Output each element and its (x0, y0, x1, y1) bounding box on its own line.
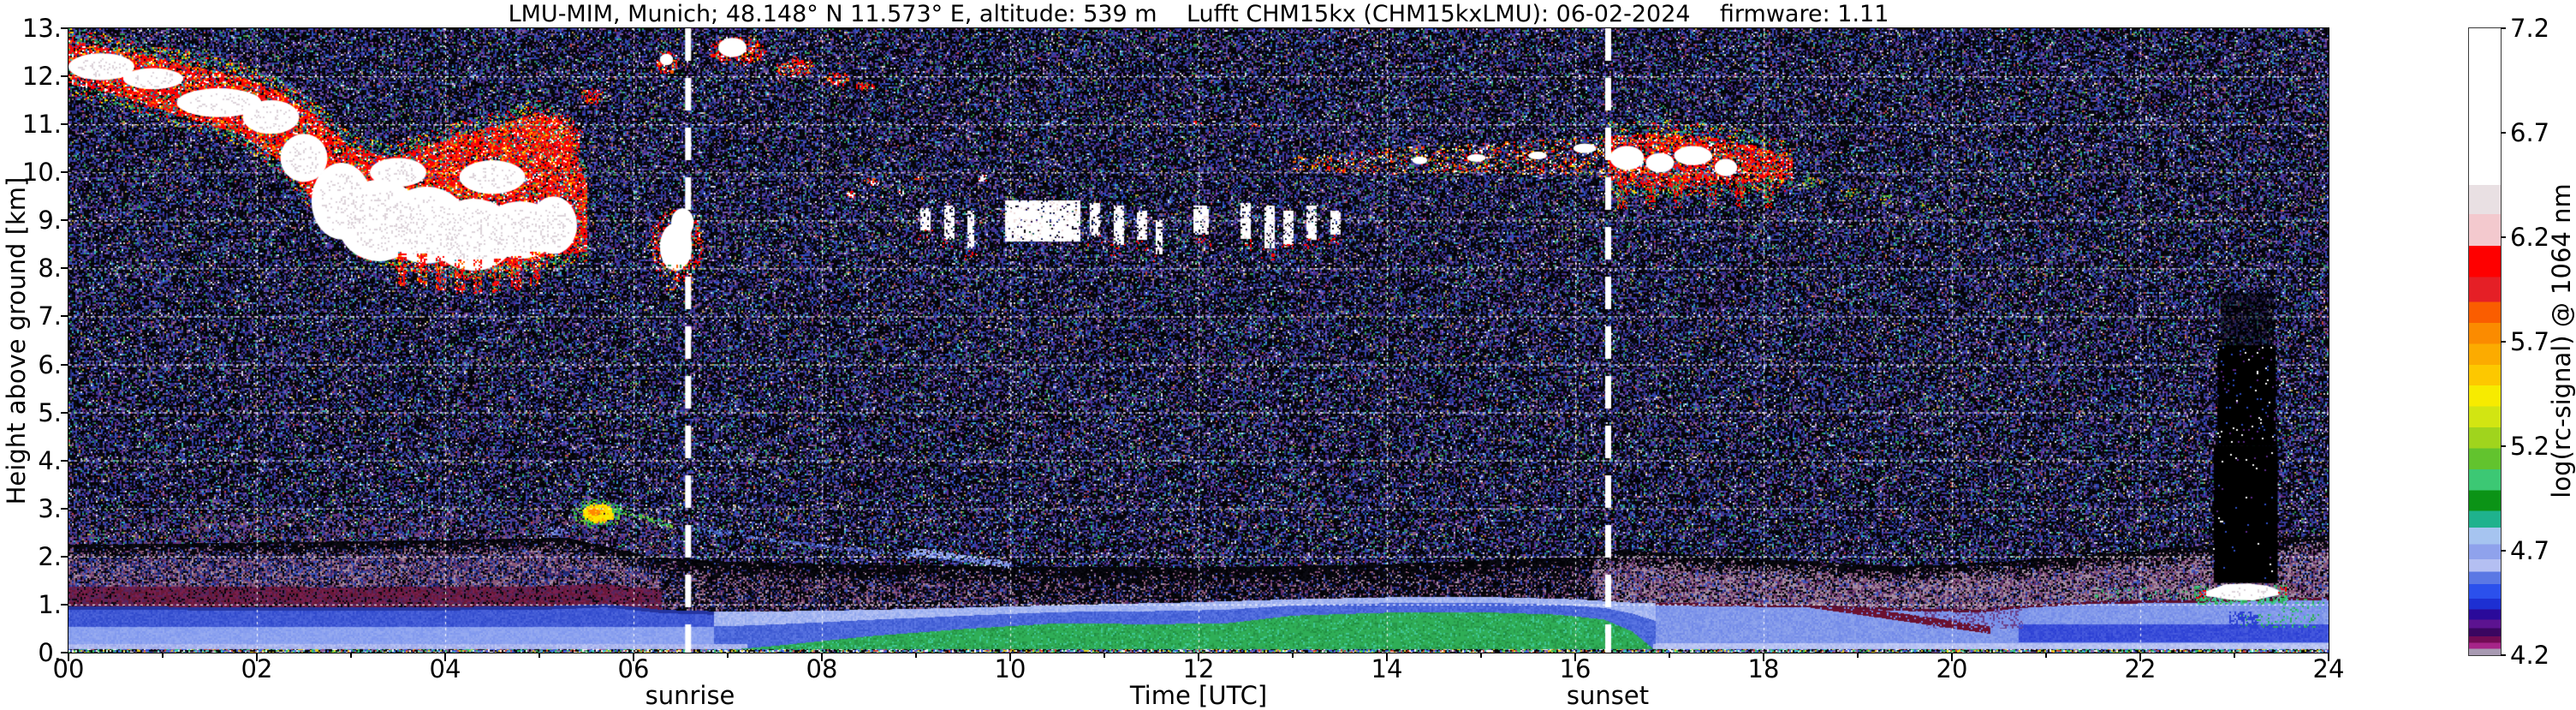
y-tick-label: 6. (38, 349, 62, 379)
colorbar-title: log(rc-signal) @ 1064 nm (2547, 183, 2576, 498)
x-minor-tick-mark (2234, 653, 2235, 658)
y-tick-label: 1. (38, 589, 62, 619)
colorbar-tick-mark (2501, 550, 2506, 552)
y-tick-mark (61, 555, 68, 558)
colorbar-tick-label: 5.2 (2510, 432, 2550, 461)
x-minor-tick-mark (727, 653, 729, 658)
x-minor-tick-mark (538, 653, 540, 658)
x-minor-tick-mark (1480, 653, 1482, 658)
y-tick-label: 2. (38, 541, 62, 571)
colorbar-tick-mark (2501, 27, 2506, 29)
plot-title: LMU-MIM, Munich; 48.148° N 11.573° E, al… (508, 1, 1889, 27)
y-tick-mark (61, 411, 68, 414)
y-tick-mark (61, 75, 68, 78)
sunrise-label: sunrise (645, 681, 735, 710)
y-tick-label: 11. (21, 110, 62, 140)
x-tick-mark (1009, 653, 1011, 661)
colorbar-tick-mark (2501, 236, 2506, 238)
colorbar-tick-label: 4.2 (2510, 641, 2550, 670)
x-tick-mark (2328, 653, 2329, 661)
y-tick-mark (61, 219, 68, 222)
y-tick-mark (61, 315, 68, 318)
x-tick-mark (2139, 653, 2141, 661)
y-tick-label: 4. (38, 445, 62, 475)
colorbar-tick-label: 4.7 (2510, 536, 2550, 565)
colorbar-tick-mark (2501, 132, 2506, 134)
colorbar-tick-label: 6.7 (2510, 118, 2550, 147)
x-tick-mark (1951, 653, 1953, 661)
y-tick-label: 10. (21, 158, 62, 188)
x-tick-mark (444, 653, 446, 661)
y-tick-label: 13. (21, 14, 62, 43)
y-tick-mark (61, 171, 68, 174)
y-tick-mark (61, 27, 68, 29)
colorbar-tick-label: 6.2 (2510, 223, 2550, 252)
y-tick-label: 3. (38, 493, 62, 523)
x-minor-tick-mark (1104, 653, 1105, 658)
x-minor-tick-mark (1292, 653, 1294, 658)
y-tick-label: 5. (38, 397, 62, 427)
colorbar-gradient (2468, 27, 2502, 656)
heatmap-canvas (68, 28, 2329, 653)
y-tick-mark (61, 652, 68, 653)
colorbar-tick-mark (2501, 654, 2506, 656)
x-axis-title: Time [UTC] (1129, 681, 1268, 710)
x-tick-mark (633, 653, 634, 661)
x-tick-mark (1574, 653, 1576, 661)
x-tick-mark (1763, 653, 1764, 661)
y-tick-mark (61, 267, 68, 270)
x-minor-tick-mark (162, 653, 164, 658)
x-tick-mark (821, 653, 823, 661)
x-tick-mark (1198, 653, 1199, 661)
colorbar-tick-label: 5.7 (2510, 327, 2550, 356)
y-tick-label: 9. (38, 206, 62, 236)
y-tick-mark (61, 507, 68, 510)
colorbar-tick-mark (2501, 341, 2506, 343)
colorbar-tick-label: 7.2 (2510, 14, 2550, 43)
y-tick-mark (61, 363, 68, 366)
x-minor-tick-mark (350, 653, 352, 658)
y-tick-label: 12. (21, 62, 62, 92)
x-tick-mark (256, 653, 258, 661)
x-minor-tick-mark (2045, 653, 2047, 658)
y-tick-label: 8. (38, 254, 62, 283)
x-minor-tick-mark (1669, 653, 1670, 658)
x-tick-mark (68, 653, 69, 661)
y-tick-label: 7. (38, 301, 62, 331)
x-minor-tick-mark (1857, 653, 1859, 658)
colorbar-tick-mark (2501, 445, 2506, 447)
y-tick-mark (61, 603, 68, 606)
x-minor-tick-mark (915, 653, 917, 658)
y-tick-mark (61, 459, 68, 462)
y-tick-mark (61, 123, 68, 126)
y-tick-label: 0. (38, 638, 62, 667)
sunset-label: sunset (1566, 681, 1650, 710)
x-tick-mark (1386, 653, 1388, 661)
